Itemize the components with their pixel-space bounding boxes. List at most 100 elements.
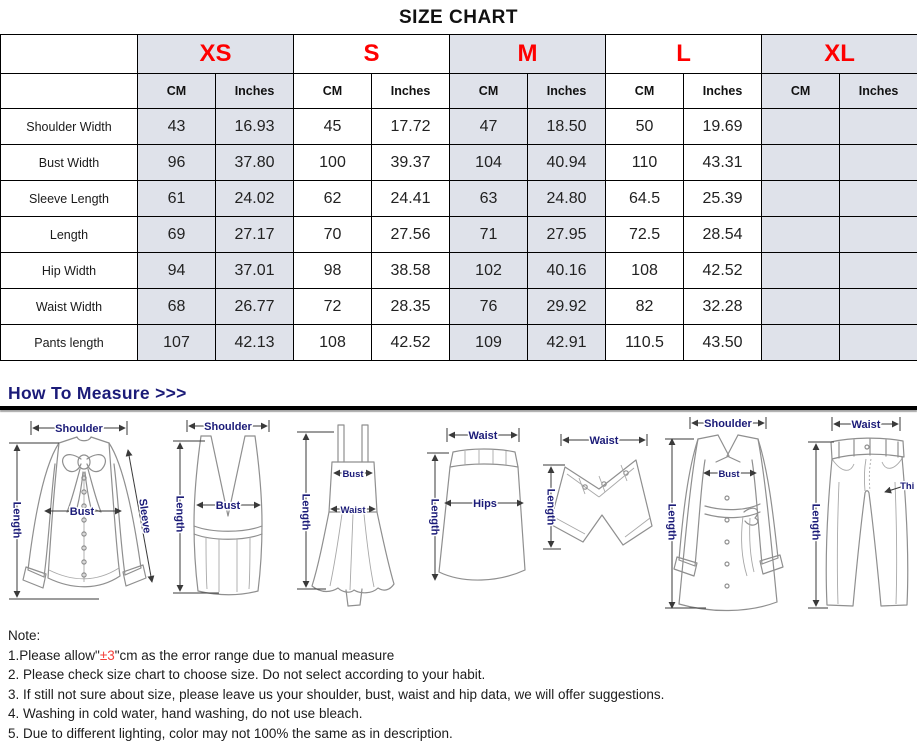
size-cell: 108 bbox=[605, 252, 685, 289]
size-cell: 82 bbox=[605, 288, 685, 325]
size-cell: 40.16 bbox=[527, 252, 607, 289]
size-cell: 71 bbox=[449, 216, 529, 253]
size-cell: 102 bbox=[449, 252, 529, 289]
unit-cell: CM bbox=[761, 73, 841, 109]
how-to-measure-heading: How To Measure >>> bbox=[8, 383, 187, 403]
note-line-text: 1.Please allow" bbox=[8, 647, 100, 663]
blouse-diagram: Shoulder Bust Length Sleeve bbox=[9, 421, 154, 600]
note-line: 2. Please check size chart to choose siz… bbox=[8, 667, 486, 683]
table-row: Waist Width 68 26.77 72 28.35 76 29.92 8… bbox=[0, 288, 917, 325]
unit-cell: CM bbox=[137, 73, 216, 109]
size-cell: 39.37 bbox=[371, 144, 451, 181]
size-cell: 69 bbox=[137, 216, 216, 253]
note-line: 4. Washing in cold water, hand washing, … bbox=[8, 706, 363, 722]
table-row: Pants length 107 42.13 108 42.52 109 42.… bbox=[0, 324, 917, 361]
corner-cell bbox=[0, 73, 138, 109]
size-cell: 42.52 bbox=[683, 252, 763, 289]
size-cell: 61 bbox=[137, 180, 216, 217]
size-cell: 28.35 bbox=[371, 288, 451, 325]
size-cell: 100 bbox=[293, 144, 373, 181]
garment-outline bbox=[438, 448, 526, 581]
size-cell bbox=[839, 144, 917, 181]
size-cell: 45 bbox=[293, 108, 373, 145]
coat-diagram: Shoulder Bust Length bbox=[664, 417, 784, 612]
size-cell bbox=[761, 324, 841, 361]
measure-label-thigh: Thigh bbox=[900, 481, 914, 492]
size-cell: 24.02 bbox=[214, 180, 295, 217]
measure-label-shoulder: Shoulder bbox=[55, 423, 103, 435]
size-cell: 96 bbox=[137, 144, 216, 181]
measure-label-sleeve: Sleeve bbox=[136, 498, 153, 534]
unit-cell: Inches bbox=[214, 73, 295, 109]
size-cell bbox=[761, 108, 841, 145]
row-label: Pants length bbox=[0, 324, 138, 361]
pants-diagram: Waist Thigh Length bbox=[807, 417, 914, 609]
unit-cell: Inches bbox=[839, 73, 917, 109]
size-cell: 27.56 bbox=[371, 216, 451, 253]
size-cell: 17.72 bbox=[371, 108, 451, 145]
unit-cell: Inches bbox=[683, 73, 763, 109]
measure-label-waist: Waist bbox=[341, 505, 367, 516]
size-cell: 27.95 bbox=[527, 216, 607, 253]
page-title: SIZE CHART bbox=[399, 7, 518, 28]
unit-cell: CM bbox=[449, 73, 529, 109]
unit-cell: Inches bbox=[527, 73, 607, 109]
unit-header-row: CM Inches CM Inches CM Inches CM Inches … bbox=[0, 73, 917, 109]
unit-cell: Inches bbox=[371, 73, 451, 109]
size-cell: 32.28 bbox=[683, 288, 763, 325]
measure-label-length: Length bbox=[11, 502, 23, 539]
size-cell bbox=[839, 288, 917, 325]
measure-label-length: Length bbox=[300, 494, 312, 531]
note-heading: Note: bbox=[8, 628, 41, 643]
size-cell: 110.5 bbox=[605, 324, 685, 361]
table-row: Hip Width 94 37.01 98 38.58 102 40.16 10… bbox=[0, 252, 917, 289]
size-header-row: XS S M L XL bbox=[0, 34, 917, 74]
size-cell: 29.92 bbox=[527, 288, 607, 325]
size-chart-table: XS S M L XL CM Inches CM Inches CM Inche… bbox=[0, 34, 917, 361]
size-cell: 72.5 bbox=[605, 216, 685, 253]
size-cell: 40.94 bbox=[527, 144, 607, 181]
tank-top-diagram: Shoulder Bust Length bbox=[172, 420, 270, 596]
measure-label-shoulder: Shoulder bbox=[204, 421, 252, 433]
dress-diagram: Bust Waist Length bbox=[297, 424, 395, 607]
garment-outline bbox=[549, 459, 653, 546]
size-cell: 43.50 bbox=[683, 324, 763, 361]
row-label: Shoulder Width bbox=[0, 108, 138, 145]
size-cell bbox=[839, 324, 917, 361]
measure-label-length: Length bbox=[544, 489, 556, 526]
size-cell: 24.41 bbox=[371, 180, 451, 217]
measure-label-length: Length bbox=[428, 499, 440, 536]
size-cell: 62 bbox=[293, 180, 373, 217]
size-cell: 28.54 bbox=[683, 216, 763, 253]
size-cell: 43.31 bbox=[683, 144, 763, 181]
measure-label-bust: Bust bbox=[215, 500, 240, 512]
size-header-xl: XL bbox=[761, 34, 917, 74]
size-cell bbox=[761, 252, 841, 289]
divider-line bbox=[0, 406, 917, 410]
measure-label-hips: Hips bbox=[473, 498, 497, 510]
measure-label-length: Length bbox=[809, 504, 821, 541]
row-label: Length bbox=[0, 216, 138, 253]
note-highlight: ±3 bbox=[99, 647, 115, 663]
garment-outline bbox=[193, 435, 263, 596]
skirt-diagram: Waist Hips Length bbox=[426, 428, 526, 581]
size-cell bbox=[839, 108, 917, 145]
size-cell: 18.50 bbox=[527, 108, 607, 145]
shorts-diagram: Waist Length bbox=[542, 434, 653, 550]
size-cell: 37.01 bbox=[214, 252, 295, 289]
size-cell: 26.77 bbox=[214, 288, 295, 325]
size-cell: 42.13 bbox=[214, 324, 295, 361]
measure-label-bust: Bust bbox=[343, 469, 365, 480]
size-cell bbox=[761, 180, 841, 217]
size-cell: 50 bbox=[605, 108, 685, 145]
size-cell: 64.5 bbox=[605, 180, 685, 217]
size-cell: 38.58 bbox=[371, 252, 451, 289]
size-cell: 104 bbox=[449, 144, 529, 181]
size-cell bbox=[761, 216, 841, 253]
table-row: Shoulder Width 43 16.93 45 17.72 47 18.5… bbox=[0, 108, 917, 145]
measure-diagrams: Shoulder Bust Length Sleeve Shoulder Bus… bbox=[0, 410, 917, 618]
note-line-text: "cm as the error range due to manual mea… bbox=[114, 647, 395, 663]
size-header-l: L bbox=[605, 34, 763, 74]
table-row: Sleeve Length 61 24.02 62 24.41 63 24.80… bbox=[0, 180, 917, 217]
measure-label-length: Length bbox=[173, 496, 185, 533]
